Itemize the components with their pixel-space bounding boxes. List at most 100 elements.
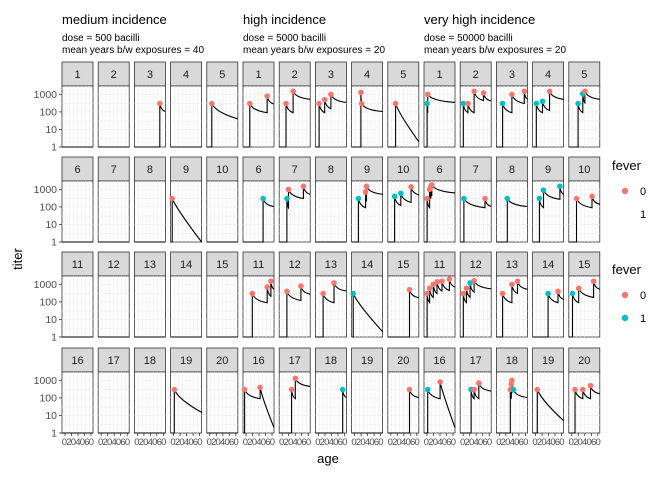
facet-panel-5: 5 (387, 61, 420, 148)
facet-strip-label: 5 (219, 69, 225, 81)
fever-point (249, 290, 256, 297)
facet-strip-label: 13 (144, 259, 156, 271)
facet-strip (278, 156, 311, 182)
group-subtitle-exposure: mean years b/w exposures = 20 (424, 45, 566, 56)
x-tick-label: 0204060 (569, 437, 601, 448)
facet-strip (568, 251, 601, 277)
titer-line (351, 186, 383, 243)
facet-strip-label: 16 (71, 355, 83, 367)
fever-point (540, 187, 547, 193)
facet-panel-2: 2 (278, 61, 311, 148)
facet-panel-10: 10 (387, 156, 420, 243)
fever-point (268, 278, 274, 285)
fever-point (406, 286, 413, 293)
titer-line (496, 91, 528, 148)
facet-strip-label: 15 (397, 259, 409, 271)
facet-strip (278, 61, 311, 87)
group-title: high incidence (243, 12, 326, 27)
fever-point (482, 195, 488, 202)
facet-strip-label: 4 (545, 69, 551, 81)
facet-panel-9: 9 (532, 156, 564, 243)
facet-strip (568, 61, 601, 87)
facet-strip (351, 61, 384, 87)
fever-point (509, 377, 515, 384)
facet-panel-3: 3 (495, 61, 528, 148)
y-tick-label: 1 (51, 142, 57, 154)
facet-panel-16: 16 1 10 100 1000 0204060 (34, 347, 95, 448)
facet-panel-11: 11 (242, 251, 275, 338)
facet-strip (242, 347, 275, 373)
fever-point (300, 183, 307, 190)
facet-strip (495, 251, 528, 277)
facet-panel-13: 13 (495, 251, 528, 338)
facet-strip-label: 8 (147, 164, 153, 176)
facet-panel-9: 9 (169, 156, 203, 243)
titer-line (424, 184, 456, 243)
facet-panel-19: 19 0204060 (351, 347, 384, 448)
facet-strip-label: 20 (397, 355, 409, 367)
x-tick-label: 0204060 (424, 437, 456, 448)
facet-panel-7: 7 (459, 156, 492, 243)
group-subtitle-dose: dose = 50000 bacilli (424, 33, 513, 44)
fever-legends: fever 0 1 fever 0 1 (612, 158, 646, 325)
facet-strip-label: 19 (542, 355, 554, 367)
facet-strip-label: 12 (289, 259, 301, 271)
fever-point (283, 100, 289, 107)
titer-line (424, 279, 456, 338)
facet-strip-label: 13 (325, 259, 337, 271)
fever-point (437, 379, 443, 385)
facet-strip (61, 61, 94, 87)
fever-point (439, 278, 445, 285)
fever-point (392, 100, 399, 107)
facet-strip-label: 12 (108, 259, 120, 271)
group-subtitle-dose: dose = 5000 bacilli (243, 33, 326, 44)
fever-point (284, 195, 290, 202)
facet-panel-13: 13 (133, 251, 166, 338)
fever-point (557, 183, 563, 190)
facet-strip (532, 347, 564, 373)
fever-point (284, 288, 290, 295)
x-tick-label: 0204060 (134, 437, 166, 448)
x-tick-label: 0204060 (279, 437, 311, 448)
facet-panel-20: 20 0204060 (568, 347, 601, 448)
facet-strip-label: 1 (74, 69, 80, 81)
facet-strip-label: 6 (74, 164, 80, 176)
legend-key-dot (621, 314, 629, 322)
fever-point (569, 290, 576, 297)
facet-strip-label: 2 (473, 69, 479, 81)
facet-strip (61, 251, 94, 277)
legend-entry-label: 1 (640, 209, 646, 221)
fever-point (446, 276, 453, 282)
x-tick-label: 0204060 (460, 437, 492, 448)
fever-point (298, 283, 304, 289)
facet-strip-label: 7 (473, 164, 479, 176)
group-title: very high incidence (424, 12, 535, 27)
facet-strip (387, 347, 420, 373)
facet-strip-label: 16 (433, 355, 445, 367)
fever-point (358, 100, 365, 107)
fever-point (424, 100, 430, 107)
facet-strip (97, 251, 130, 277)
facet-panel-7: 7 (278, 156, 311, 243)
facet-strip (459, 156, 492, 182)
facet-strip-label: 17 (289, 355, 301, 367)
legend-2: fever 0 1 (612, 262, 646, 325)
facet-strip-label: 4 (183, 69, 189, 81)
legend-1: fever 0 1 (612, 158, 646, 221)
fever-point (460, 290, 467, 297)
fever-point (573, 195, 580, 202)
y-tick-label: 1 (51, 428, 57, 440)
facet-strip-label: 11 (72, 259, 83, 271)
facet-strip (314, 156, 347, 182)
fever-point (510, 386, 517, 393)
facet-panel-19: 19 0204060 (170, 347, 203, 448)
facet-strip-label: 7 (292, 164, 298, 176)
facet-panel-13: 13 (314, 251, 347, 338)
fever-point (463, 285, 470, 292)
facet-strip-label: 2 (292, 69, 298, 81)
facet-strip (314, 347, 347, 373)
facet-strip-label: 1 (255, 69, 261, 81)
legend-entry-label: 1 (640, 313, 646, 325)
fever-point (157, 100, 163, 107)
